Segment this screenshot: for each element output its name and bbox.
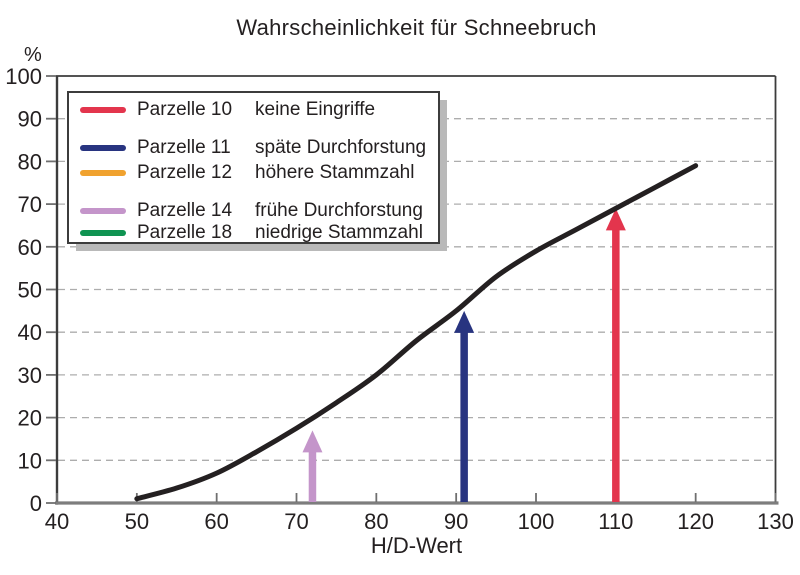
y-tick-marks [46, 75, 56, 504]
svg-text:90: 90 [18, 107, 42, 132]
legend-label: Parzelle 11 [137, 136, 231, 158]
svg-text:100: 100 [518, 509, 555, 534]
y-axis-unit-label: % [24, 44, 42, 66]
svg-text:70: 70 [18, 192, 42, 217]
legend-label: Parzelle 10 [137, 98, 233, 120]
x-tick-marks [56, 493, 777, 502]
svg-text:90: 90 [444, 509, 468, 534]
legend-color-swatch [80, 229, 126, 236]
legend-color-swatch [80, 106, 126, 113]
legend-item-parzelle-10: Parzelle 10 keine Eingriffe [69, 99, 438, 121]
svg-text:30: 30 [18, 363, 42, 388]
svg-text:10: 10 [18, 448, 42, 473]
svg-text:60: 60 [18, 235, 42, 260]
legend-item-parzelle-11: Parzelle 11 späte Durchforstung [69, 137, 438, 159]
legend-item-parzelle-18: Parzelle 18 niedrige Stammzahl [69, 222, 438, 244]
svg-text:50: 50 [125, 509, 149, 534]
svg-text:80: 80 [18, 149, 42, 174]
arrow-parzelle-10 [605, 208, 626, 502]
x-axis-label: H/D-Wert [370, 533, 463, 558]
svg-text:110: 110 [598, 509, 633, 534]
legend-description: frühe Durchforstung [255, 200, 423, 221]
legend-description: höhere Stammzahl [255, 161, 415, 183]
svg-text:50: 50 [18, 278, 42, 303]
svg-text:20: 20 [18, 406, 42, 431]
svg-text:130: 130 [757, 509, 794, 534]
legend-color-swatch [80, 144, 126, 151]
svg-text:80: 80 [364, 509, 388, 534]
legend-description: niedrige Stammzahl [255, 221, 423, 243]
svg-text:100: 100 [5, 64, 42, 89]
svg-text:70: 70 [284, 509, 308, 534]
legend-item-parzelle-12: Parzelle 12 höhere Stammzahl [69, 162, 438, 184]
y-tick-labels: 0 10 20 30 40 50 60 70 80 90 100 [5, 64, 42, 516]
legend-color-swatch [80, 169, 126, 176]
arrow-parzelle-11 [454, 310, 475, 502]
svg-text:120: 120 [677, 509, 714, 534]
svg-text:40: 40 [45, 509, 69, 534]
svg-text:60: 60 [204, 509, 228, 534]
svg-text:40: 40 [18, 320, 42, 345]
legend-item-parzelle-14: Parzelle 14 frühe Durchforstung [69, 200, 438, 222]
legend-label: Parzelle 12 [137, 161, 233, 183]
plot-frame [56, 75, 777, 503]
chart-title: Wahrscheinlichkeit für Schneebruch [236, 15, 597, 40]
svg-text:0: 0 [30, 491, 42, 516]
arrow-parzelle-14 [302, 430, 323, 502]
legend-color-swatch [80, 208, 126, 214]
legend-label: Parzelle 14 [137, 200, 233, 221]
x-tick-labels: 40 50 60 70 80 90 100 110 120 130 [45, 509, 794, 534]
legend-description: späte Durchforstung [255, 136, 427, 158]
legend-description: keine Eingriffe [255, 98, 376, 120]
legend-box: Parzelle 10 keine Eingriffe Parzelle 11 spä… [67, 91, 440, 244]
probability-curve [134, 163, 699, 502]
legend-label: Parzelle 18 [137, 221, 233, 243]
